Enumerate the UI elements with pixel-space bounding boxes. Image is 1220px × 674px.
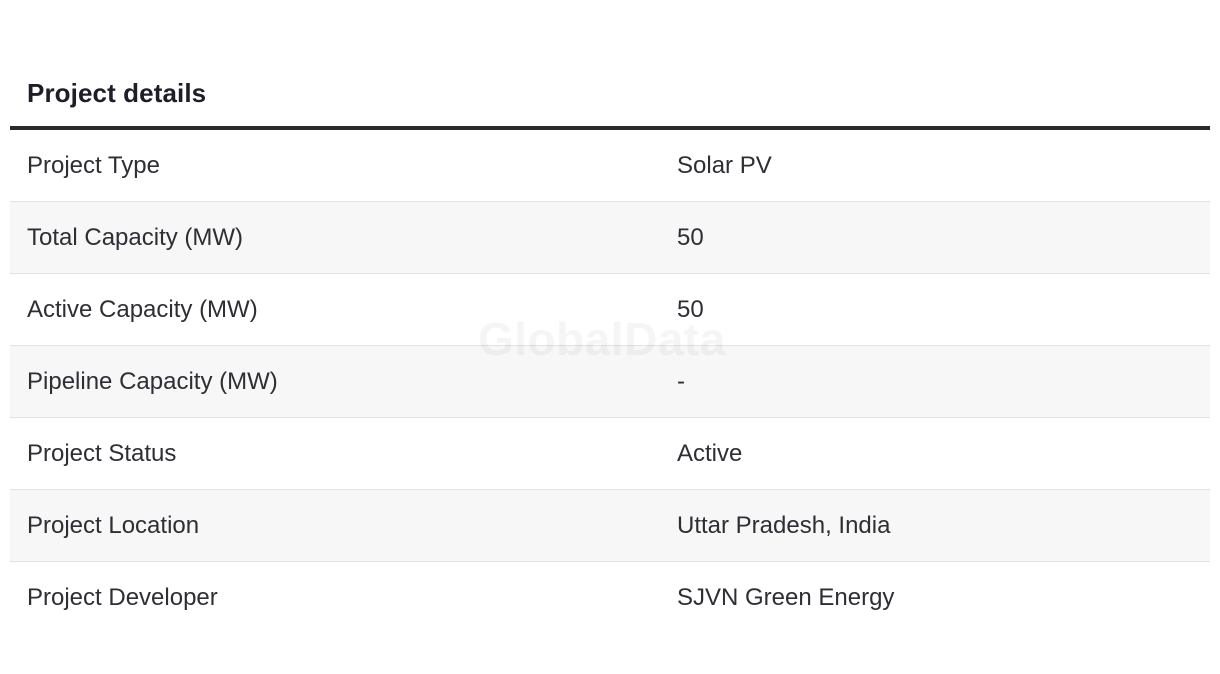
row-value: 50 xyxy=(677,295,704,323)
row-label: Pipeline Capacity (MW) xyxy=(27,367,278,395)
table-row-active-capacity: Active Capacity (MW) 50 xyxy=(10,274,1210,346)
table-row-project-status: Project Status Active xyxy=(10,418,1210,490)
table-row-project-developer: Project Developer SJVN Green Energy xyxy=(10,562,1210,633)
table-row-project-location: Project Location Uttar Pradesh, India xyxy=(10,490,1210,562)
row-label: Total Capacity (MW) xyxy=(27,223,244,251)
table-row-project-type: Project Type Solar PV xyxy=(10,130,1210,202)
section-title: Project details xyxy=(27,78,207,108)
row-value: 50 xyxy=(677,223,704,251)
row-label: Project Developer xyxy=(27,583,218,611)
row-label: Project Status xyxy=(27,439,177,467)
row-value: Solar PV xyxy=(677,151,772,179)
table-row-pipeline-capacity: Pipeline Capacity (MW) - xyxy=(10,346,1210,418)
header-divider xyxy=(10,126,1210,130)
row-value: Active xyxy=(677,439,743,467)
row-label: Active Capacity (MW) xyxy=(27,295,258,323)
row-value: Uttar Pradesh, India xyxy=(677,511,891,539)
row-value: - xyxy=(677,367,685,395)
row-value: SJVN Green Energy xyxy=(677,583,895,611)
table-row-total-capacity: Total Capacity (MW) 50 xyxy=(10,202,1210,274)
project-details-table: Project Type Solar PV Total Capacity (MW… xyxy=(10,130,1210,633)
row-label: Project Location xyxy=(27,511,200,539)
row-label: Project Type xyxy=(27,151,160,179)
